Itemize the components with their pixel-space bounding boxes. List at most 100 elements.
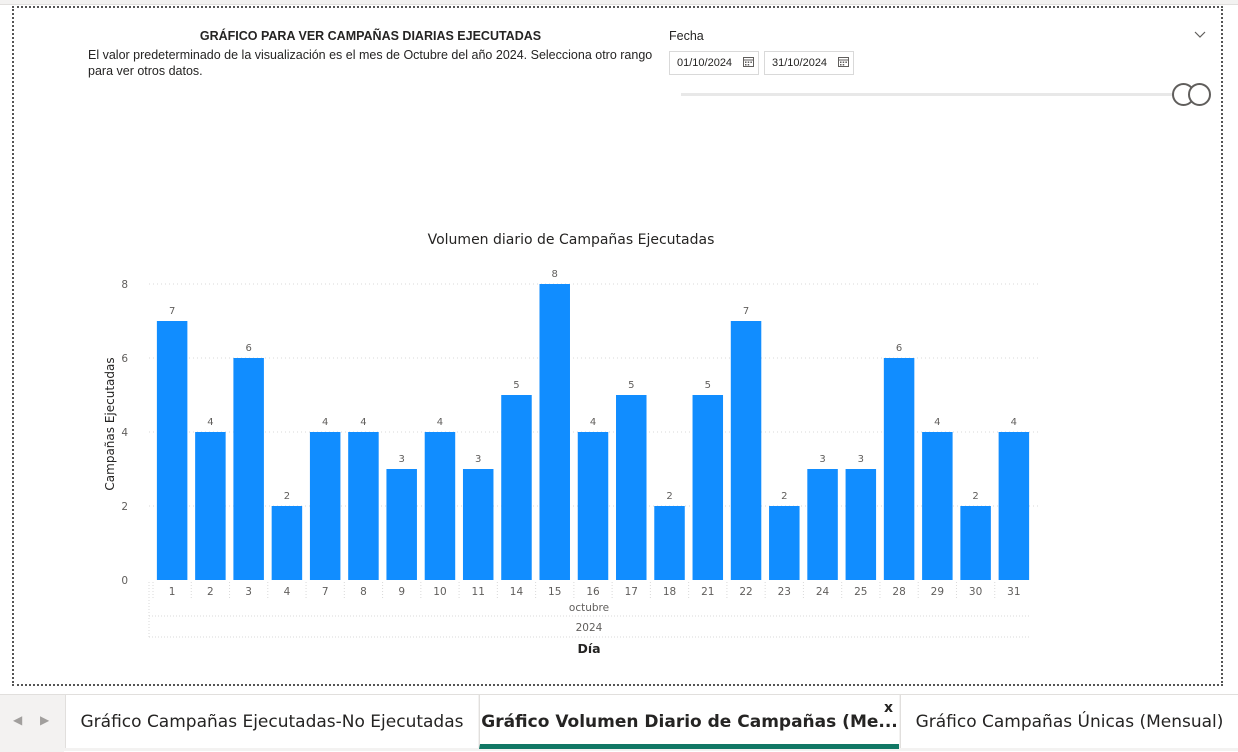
bar[interactable] bbox=[998, 432, 1030, 580]
bar[interactable] bbox=[424, 432, 456, 580]
x-group-month-label: octubre bbox=[569, 602, 609, 614]
data-label: 4 bbox=[934, 417, 940, 428]
calendar-icon[interactable] bbox=[743, 56, 754, 67]
y-tick-label: 6 bbox=[121, 353, 128, 365]
info-description: El valor predeterminado de la visualizac… bbox=[88, 48, 653, 78]
y-axis-label: Campañas Ejecutadas bbox=[103, 357, 117, 490]
data-label: 3 bbox=[475, 454, 481, 465]
bar[interactable] bbox=[501, 395, 532, 580]
x-tick-label: 3 bbox=[245, 586, 252, 598]
x-tick-label: 31 bbox=[1007, 586, 1020, 598]
data-label: 4 bbox=[207, 417, 213, 428]
close-icon[interactable]: x bbox=[883, 700, 893, 716]
bar[interactable] bbox=[156, 321, 188, 580]
tab-volumen-diario[interactable]: Gráfico Volumen Diario de Campañas (Me..… bbox=[479, 695, 899, 749]
data-label: 2 bbox=[284, 491, 290, 502]
bar[interactable] bbox=[922, 432, 953, 580]
x-tick-label: 2 bbox=[207, 586, 214, 598]
chevron-right-icon[interactable]: ▶ bbox=[40, 713, 50, 727]
page-tabs-bar: ◀ ▶ Gráfico Campañas Ejecutadas-No Ejecu… bbox=[0, 694, 1238, 752]
bar[interactable] bbox=[386, 469, 417, 580]
x-tick-label: 14 bbox=[510, 586, 524, 598]
chevron-left-icon[interactable]: ◀ bbox=[13, 713, 23, 727]
tab-nav: ◀ ▶ bbox=[0, 695, 64, 752]
start-date-input[interactable]: 01/10/2024 bbox=[669, 51, 759, 75]
data-label: 4 bbox=[590, 417, 596, 428]
x-tick-label: 29 bbox=[931, 586, 944, 598]
bar[interactable] bbox=[309, 432, 341, 580]
y-tick-label: 0 bbox=[121, 575, 128, 587]
chevron-down-icon[interactable] bbox=[1193, 28, 1207, 42]
end-date-value: 31/10/2024 bbox=[772, 57, 828, 69]
tab-campanas-ejecutadas[interactable]: Gráfico Campañas Ejecutadas-No Ejecutada… bbox=[65, 695, 478, 748]
bar[interactable] bbox=[348, 432, 379, 580]
x-tick-label: 7 bbox=[322, 586, 329, 598]
date-range-slider[interactable] bbox=[681, 93, 1192, 96]
top-toolbar-strip bbox=[0, 0, 1238, 5]
bar[interactable] bbox=[577, 432, 609, 580]
x-tick-label: 17 bbox=[625, 586, 638, 598]
data-label: 7 bbox=[743, 306, 749, 317]
bar[interactable] bbox=[462, 469, 494, 580]
slider-end-handle[interactable] bbox=[1188, 83, 1211, 106]
tab-campanas-unicas[interactable]: Gráfico Campañas Únicas (Mensual) bbox=[900, 695, 1238, 748]
data-label: 2 bbox=[666, 491, 672, 502]
x-tick-label: 25 bbox=[854, 586, 867, 598]
data-label: 3 bbox=[399, 454, 405, 465]
data-label: 6 bbox=[896, 343, 902, 354]
tab-label: Gráfico Volumen Diario de Campañas (Me..… bbox=[481, 712, 898, 732]
bar[interactable] bbox=[654, 506, 685, 580]
info-title: GRÁFICO PARA VER CAMPAÑAS DIARIAS EJECUT… bbox=[199, 29, 542, 43]
x-group-year-label: 2024 bbox=[576, 622, 603, 634]
x-tick-label: 21 bbox=[701, 586, 714, 598]
x-axis-label: Día bbox=[577, 641, 600, 656]
data-label: 2 bbox=[972, 491, 978, 502]
bar[interactable] bbox=[692, 395, 724, 580]
x-tick-label: 16 bbox=[586, 586, 600, 598]
bar[interactable] bbox=[845, 469, 877, 580]
y-tick-label: 8 bbox=[121, 279, 128, 291]
bar[interactable] bbox=[960, 506, 991, 580]
x-tick-label: 30 bbox=[969, 586, 982, 598]
data-label: 4 bbox=[1011, 417, 1017, 428]
data-label: 8 bbox=[552, 269, 558, 280]
x-tick-label: 4 bbox=[284, 586, 291, 598]
calendar-icon[interactable] bbox=[838, 56, 849, 67]
end-date-input[interactable]: 31/10/2024 bbox=[764, 51, 854, 75]
data-label: 3 bbox=[819, 454, 825, 465]
data-label: 2 bbox=[781, 491, 787, 502]
x-tick-label: 23 bbox=[778, 586, 791, 598]
chart-title: Volumen diario de Campañas Ejecutadas bbox=[427, 232, 715, 248]
x-tick-label: 8 bbox=[360, 586, 367, 598]
bar[interactable] bbox=[769, 506, 800, 580]
bar[interactable] bbox=[195, 432, 226, 580]
data-label: 6 bbox=[245, 343, 251, 354]
bar[interactable] bbox=[233, 358, 264, 580]
bar[interactable] bbox=[616, 395, 647, 580]
data-label: 5 bbox=[513, 380, 519, 391]
y-tick-label: 2 bbox=[121, 501, 128, 513]
x-tick-label: 28 bbox=[892, 586, 905, 598]
tab-label: Gráfico Campañas Únicas (Mensual) bbox=[915, 712, 1224, 732]
data-label: 4 bbox=[360, 417, 366, 428]
x-tick-label: 1 bbox=[169, 586, 176, 598]
x-tick-label: 18 bbox=[663, 586, 676, 598]
start-date-value: 01/10/2024 bbox=[677, 57, 733, 69]
bar[interactable] bbox=[883, 358, 915, 580]
x-tick-label: 22 bbox=[739, 586, 752, 598]
x-tick-label: 9 bbox=[398, 586, 405, 598]
bar[interactable] bbox=[271, 506, 303, 580]
bar[interactable] bbox=[807, 469, 838, 580]
data-label: 7 bbox=[169, 306, 175, 317]
tab-label: Gráfico Campañas Ejecutadas-No Ejecutada… bbox=[80, 712, 464, 732]
y-tick-label: 4 bbox=[121, 427, 128, 439]
data-label: 5 bbox=[628, 380, 634, 391]
bar[interactable] bbox=[539, 284, 570, 580]
report-page-frame bbox=[12, 6, 1223, 686]
data-label: 3 bbox=[858, 454, 864, 465]
x-tick-label: 15 bbox=[548, 586, 561, 598]
data-label: 5 bbox=[705, 380, 711, 391]
bar[interactable] bbox=[730, 321, 762, 580]
